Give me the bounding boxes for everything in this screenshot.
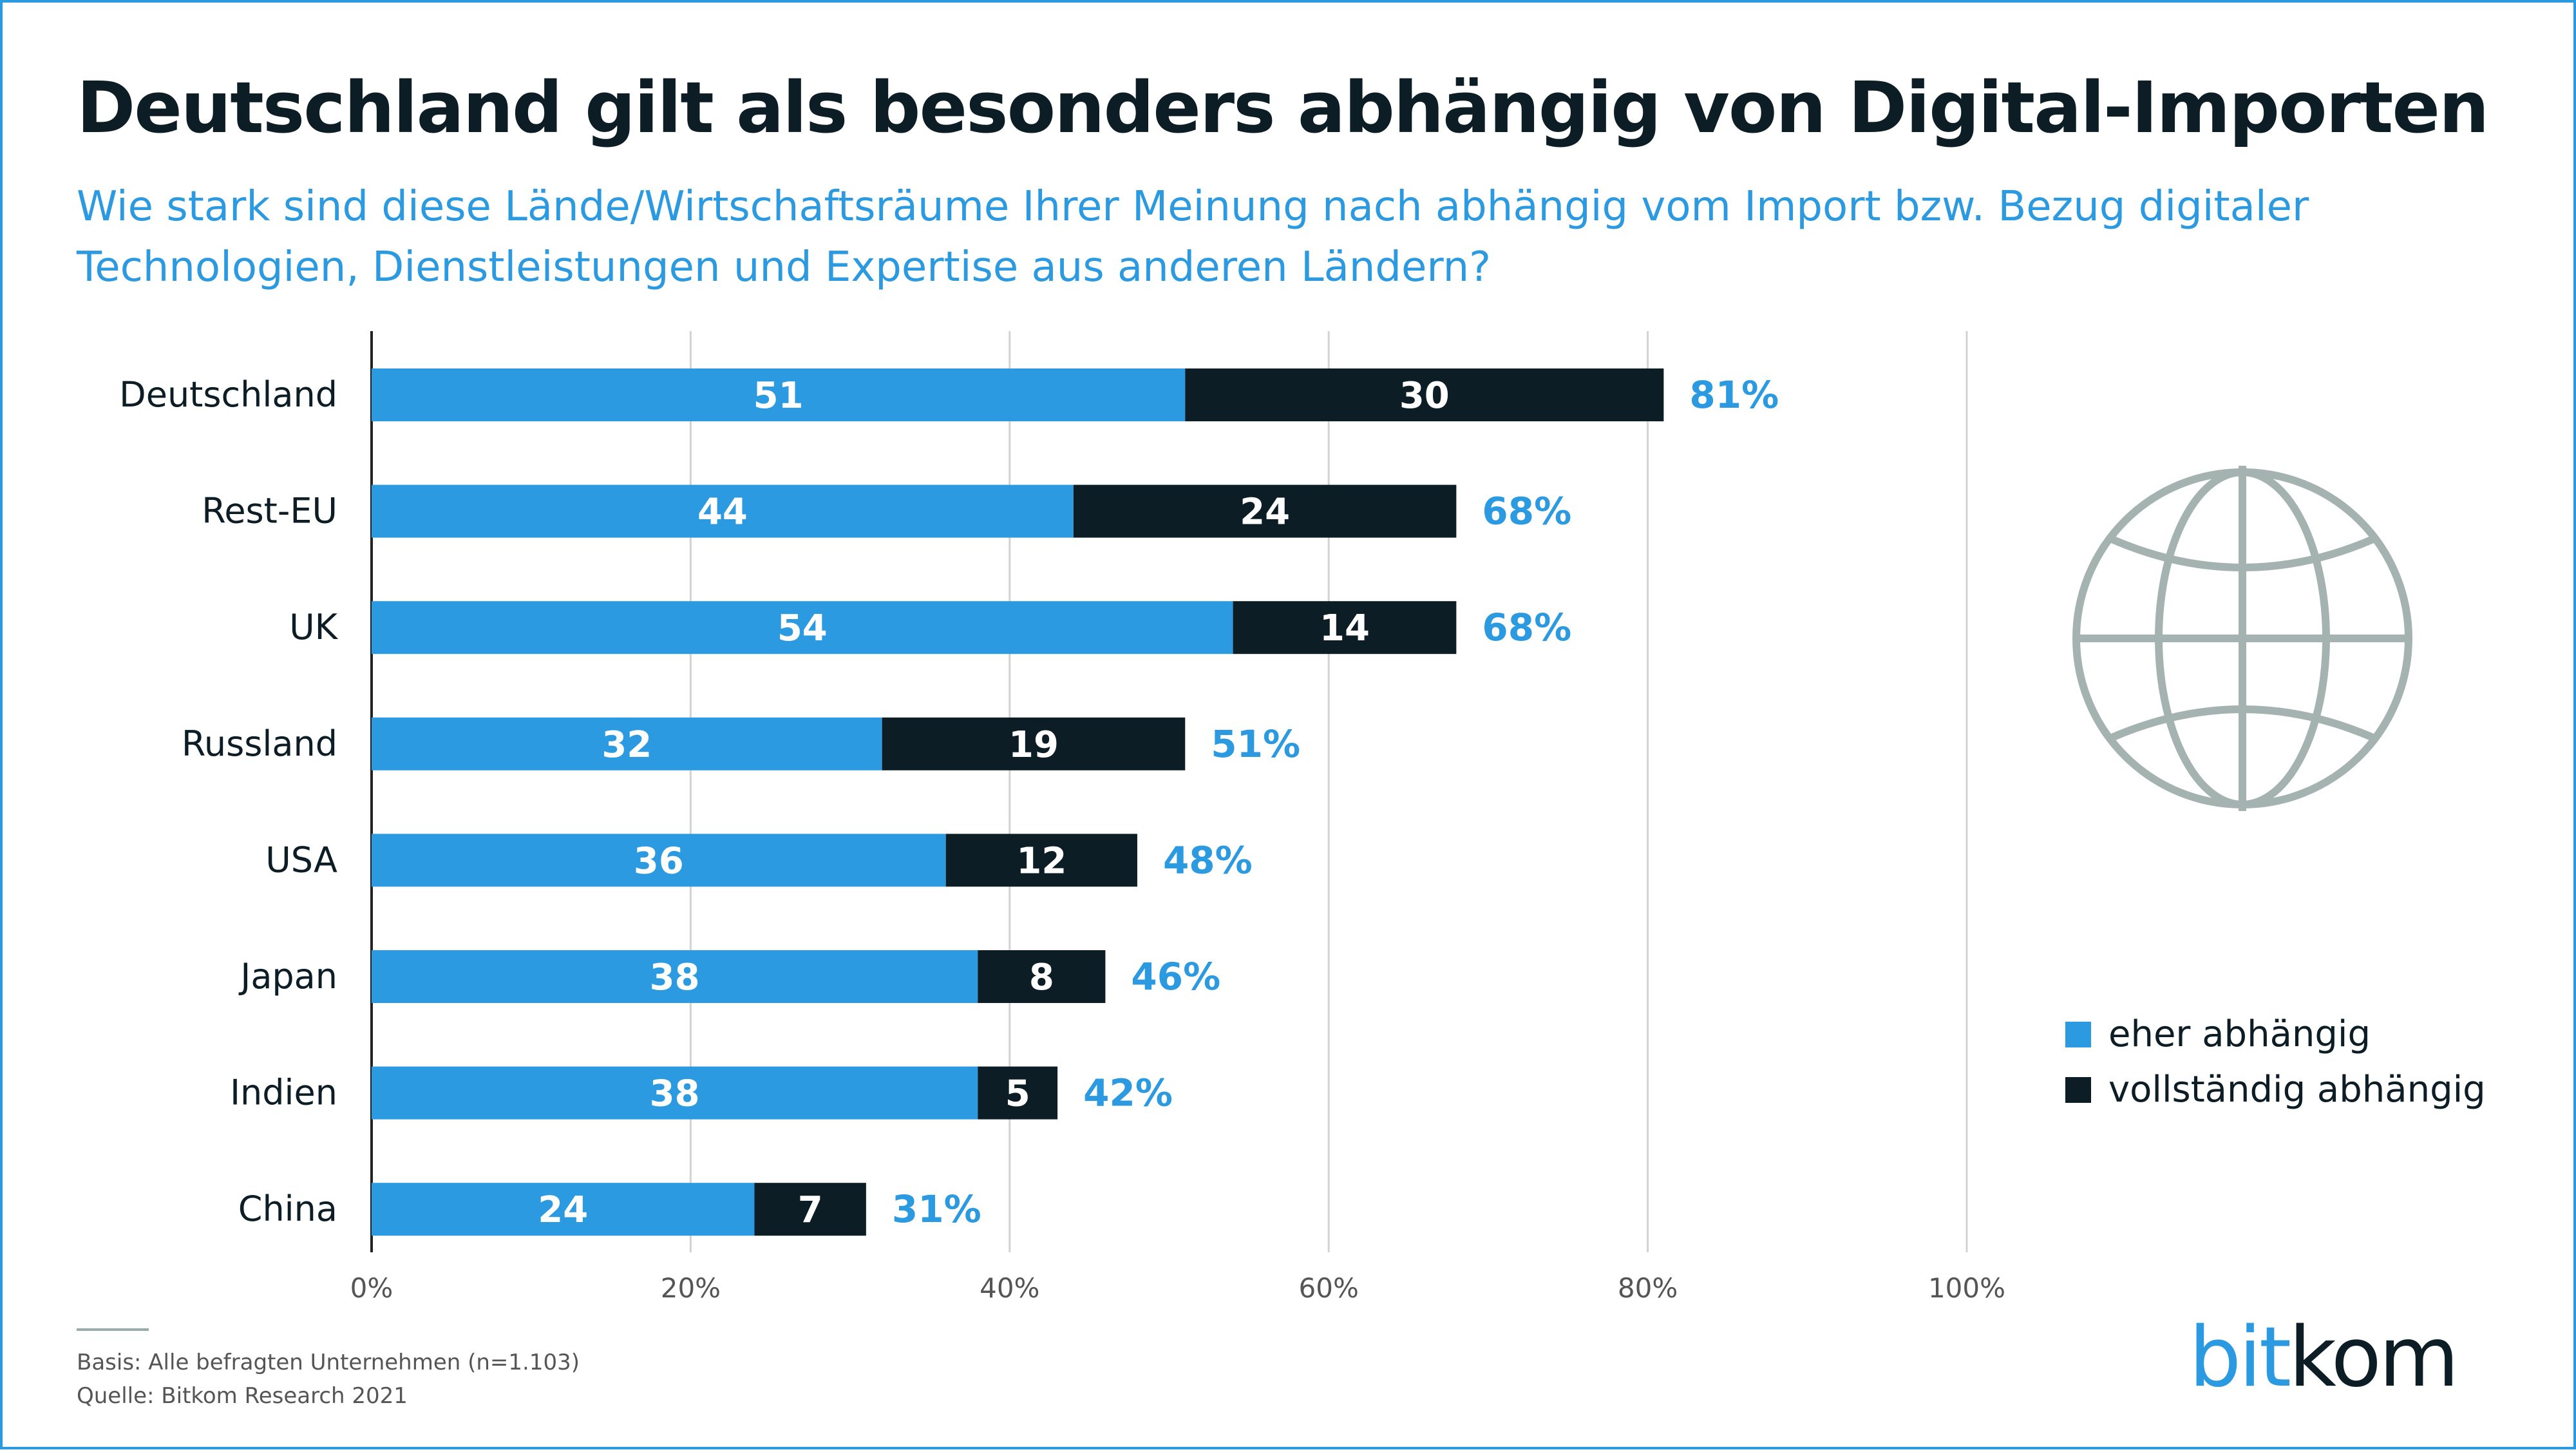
category-label: China [238, 1189, 337, 1229]
bar-total-label: 68% [1482, 606, 1571, 649]
bar-value-label: 44 [697, 492, 748, 533]
x-tick-label: 80% [1618, 1272, 1678, 1304]
bar-total-label: 48% [1163, 838, 1253, 882]
bar-segment [372, 601, 1233, 654]
bar-segment [372, 1066, 978, 1120]
bar-value-label: 14 [1320, 607, 1370, 649]
logo-part-bit: bit [2189, 1310, 2291, 1406]
bar-value-label: 7 [798, 1189, 823, 1231]
legend-swatch [2065, 1077, 2091, 1103]
bar-segment [372, 484, 1074, 538]
bar-total-label: 51% [1211, 722, 1300, 766]
bar-segment [945, 834, 1137, 887]
x-tick-label: 0% [350, 1272, 393, 1304]
footer-divider [77, 1328, 149, 1331]
bar-segment [372, 950, 978, 1003]
bar-value-label: 36 [634, 840, 684, 882]
bar-value-label: 12 [1016, 840, 1066, 882]
chart-subtitle: Wie stark sind diese Lände/Wirtschaftsrä… [77, 183, 2309, 291]
category-label: Indien [230, 1073, 337, 1113]
bar-value-label: 38 [650, 1073, 700, 1115]
bar-value-label: 24 [538, 1189, 588, 1231]
bar-value-label: 30 [1399, 375, 1450, 417]
bitkom-logo: bitkom [2189, 1317, 2459, 1399]
category-label: Japan [238, 956, 337, 997]
bar-total-label: 46% [1131, 955, 1220, 998]
footnote: Basis: Alle befragten Unternehmen (n=1.1… [77, 1346, 580, 1413]
bar-value-label: 8 [1029, 957, 1054, 998]
bar-segment [978, 1066, 1058, 1120]
x-tick-label: 40% [980, 1272, 1039, 1304]
x-tick-label: 20% [661, 1272, 721, 1304]
bar-segment [1233, 601, 1457, 654]
x-tick-label: 100% [1928, 1272, 2005, 1304]
bar-segment [372, 1183, 755, 1236]
category-label: UK [289, 607, 339, 647]
bar-value-label: 54 [777, 607, 828, 649]
bar-total-label: 42% [1083, 1071, 1173, 1115]
bar-segment [372, 834, 946, 887]
bar-value-label: 19 [1009, 724, 1059, 766]
bar-segment [372, 368, 1186, 421]
legend-label: vollständig abhängig [2108, 1069, 2486, 1111]
bar-segment [978, 950, 1106, 1003]
legend-label: eher abhängig [2108, 1013, 2371, 1055]
category-label: Russland [182, 723, 337, 764]
bar-value-label: 38 [650, 957, 700, 998]
legend-swatch [2065, 1022, 2091, 1047]
bar-segment [754, 1183, 866, 1236]
bar-segment [372, 717, 882, 770]
category-label: Deutschland [119, 374, 337, 415]
x-tick-label: 60% [1299, 1272, 1359, 1304]
bar-value-label: 24 [1240, 492, 1290, 533]
footnote-source: Quelle: Bitkom Research 2021 [77, 1383, 408, 1409]
category-label: USA [265, 839, 337, 880]
bar-segment [882, 717, 1186, 770]
chart-title: Deutschland gilt als besonders abhängig … [77, 66, 2489, 149]
bar-value-label: 5 [1005, 1073, 1030, 1115]
bar-value-label: 51 [753, 375, 804, 417]
logo-part-kom: kom [2289, 1310, 2459, 1406]
category-label: Rest-EU [202, 491, 337, 531]
bar-segment [1073, 484, 1457, 538]
bar-total-label: 81% [1689, 373, 1779, 417]
footnote-basis: Basis: Alle befragten Unternehmen (n=1.1… [77, 1350, 580, 1375]
bar-total-label: 68% [1482, 490, 1571, 533]
stacked-bar-chart: 0% 20% 40% 60% 80% 100% Deutschland 51 30 81% Rest… [119, 331, 2486, 1304]
bar-value-label: 32 [601, 724, 652, 766]
bar-total-label: 31% [892, 1187, 981, 1231]
bar-segment [1185, 368, 1664, 421]
globe-icon [2072, 466, 2412, 811]
